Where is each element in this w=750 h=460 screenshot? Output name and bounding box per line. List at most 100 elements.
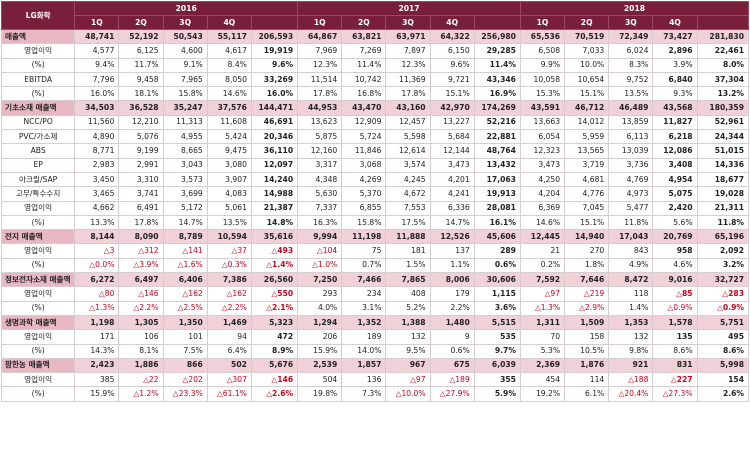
value-cell: 7,553 <box>385 200 431 216</box>
value-cell: 6,054 <box>519 129 566 145</box>
value-cell: 3,317 <box>297 157 343 173</box>
value-cell: 831 <box>652 357 698 374</box>
value-cell: 8,665 <box>162 143 208 159</box>
annual-total-cell: 22,881 <box>473 129 521 145</box>
value-cell: 8,006 <box>429 272 475 288</box>
quarter-header: 3Q <box>385 15 431 30</box>
annual-total-cell: 9.7% <box>473 343 521 359</box>
annual-total-cell: 16.9% <box>473 86 521 102</box>
value-cell: 4,954 <box>652 171 698 188</box>
value-cell: 11.8% <box>608 214 654 231</box>
value-cell: 12,526 <box>429 229 475 245</box>
annual-total-cell: 8.0% <box>696 57 750 73</box>
value-cell: 4,577 <box>74 43 120 59</box>
value-cell: 408 <box>385 286 431 302</box>
annual-total-cell: 14,336 <box>696 157 750 173</box>
value-cell: 5,424 <box>206 129 252 145</box>
value-cell: 13,039 <box>608 143 654 159</box>
value-cell: 8,050 <box>206 71 252 88</box>
value-cell: 11,369 <box>385 71 431 88</box>
value-cell: 9,752 <box>608 71 654 88</box>
annual-total-cell: 48,764 <box>473 143 521 159</box>
value-cell: 7,965 <box>162 71 208 88</box>
annual-total-cell: 0.6% <box>473 257 521 274</box>
table-row: NCC/PO 11,560 12,210 11,313 11,608 46,691 13,6… <box>0 114 750 131</box>
value-cell: 4,083 <box>206 186 252 202</box>
annual-total-cell: 9.6% <box>250 57 299 73</box>
row-label: (%) <box>0 57 76 73</box>
value-cell: 7,045 <box>564 200 610 216</box>
value-cell: 12,086 <box>652 143 698 159</box>
value-cell: 7,269 <box>341 43 387 59</box>
quarter-header: 3Q <box>608 15 654 30</box>
quarter-header: 2Q <box>564 15 610 30</box>
value-cell: 55,117 <box>206 28 252 45</box>
value-cell: 7.5% <box>162 343 208 359</box>
quarter-header: 1Q <box>519 15 566 30</box>
value-cell: △104 <box>297 243 343 259</box>
value-cell: 106 <box>118 329 164 345</box>
annual-total-cell: 5,751 <box>696 314 750 331</box>
value-cell: 4,600 <box>162 43 208 59</box>
value-cell: △2.2% <box>118 300 164 316</box>
value-cell: 12,160 <box>297 143 343 159</box>
annual-total-header <box>696 15 750 30</box>
value-cell: 5,172 <box>162 200 208 216</box>
value-cell: 3,465 <box>74 186 120 202</box>
row-label: 아크릴/SAP <box>0 171 76 188</box>
value-cell: △1.3% <box>74 300 120 316</box>
annual-total-cell: △1.4% <box>250 257 299 274</box>
value-cell: 12,144 <box>429 143 475 159</box>
value-cell: 4,617 <box>206 43 252 59</box>
annual-total-cell: 154 <box>696 372 750 388</box>
value-cell: 9.9% <box>519 57 566 73</box>
value-cell: 9,016 <box>652 272 698 288</box>
value-cell: 9.8% <box>608 343 654 359</box>
row-label: EBITDA <box>0 71 76 88</box>
segment-row: 생명과학 매출액 1,198 1,305 1,350 1,469 5,323 1,294 1,… <box>0 314 750 331</box>
value-cell: 6,497 <box>118 272 164 288</box>
row-label: (%) <box>0 257 76 274</box>
value-cell: 3,699 <box>162 186 208 202</box>
value-cell: 43,160 <box>385 100 431 116</box>
row-label: 영업이익 <box>0 43 76 59</box>
table-row: 고무/특수수지 3,465 3,741 3,699 4,083 14,988 5,630 5,… <box>0 186 750 202</box>
value-cell: 1,294 <box>297 314 343 331</box>
value-cell: 958 <box>652 243 698 259</box>
value-cell: 13.5% <box>206 214 252 231</box>
value-cell: 21 <box>519 243 566 259</box>
value-cell: 8,472 <box>608 272 654 288</box>
value-cell: 4.6% <box>652 257 698 274</box>
annual-total-cell: 144,471 <box>250 100 299 116</box>
value-cell: 35,247 <box>162 100 208 116</box>
value-cell: 10.0% <box>564 57 610 73</box>
value-cell: 1,876 <box>564 357 610 374</box>
value-cell: △162 <box>162 286 208 302</box>
value-cell: 17,043 <box>608 229 654 245</box>
annual-total-cell: 8.9% <box>250 343 299 359</box>
annual-total-cell: 37,304 <box>696 71 750 88</box>
annual-total-cell: 472 <box>250 329 299 345</box>
value-cell: 4,269 <box>341 171 387 188</box>
value-cell: 8.4% <box>206 57 252 73</box>
value-cell: 8.3% <box>608 57 654 73</box>
value-cell: 12,457 <box>385 114 431 131</box>
annual-total-cell: 19,913 <box>473 186 521 202</box>
value-cell: 14.7% <box>162 214 208 231</box>
value-cell: 5,598 <box>385 129 431 145</box>
annual-total-cell: 65,196 <box>696 229 750 245</box>
table-row: (%) △1.3% △2.2% △2.5% △2.2% △2.1% 4.0% 3.1% 5.2%… <box>0 300 750 316</box>
value-cell: 8,789 <box>162 229 208 245</box>
value-cell: 7,250 <box>297 272 343 288</box>
table-row: EBITDA 7,796 9,458 7,965 8,050 33,269 11,514 10… <box>0 71 750 88</box>
value-cell: △97 <box>519 286 566 302</box>
value-cell: 5,075 <box>652 186 698 202</box>
year-header-2018: 2018 <box>519 1 750 16</box>
annual-total-cell: 11.8% <box>696 214 750 231</box>
value-cell: 63,821 <box>341 28 387 45</box>
row-label: (%) <box>0 300 76 316</box>
quarter-header: 4Q <box>652 15 698 30</box>
annual-total-cell: △2.1% <box>250 300 299 316</box>
value-cell: 2,991 <box>118 157 164 173</box>
annual-total-cell: 21,387 <box>250 200 299 216</box>
